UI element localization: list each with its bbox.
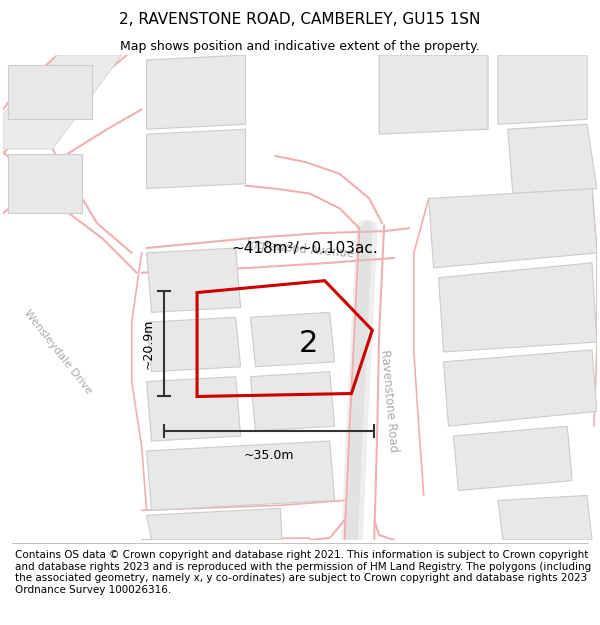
Polygon shape [498, 55, 587, 124]
Polygon shape [146, 248, 241, 312]
Text: Contains OS data © Crown copyright and database right 2021. This information is : Contains OS data © Crown copyright and d… [15, 550, 591, 595]
Polygon shape [3, 55, 122, 149]
Polygon shape [251, 372, 335, 431]
Text: 2, RAVENSTONE ROAD, CAMBERLEY, GU15 1SN: 2, RAVENSTONE ROAD, CAMBERLEY, GU15 1SN [119, 12, 481, 27]
Text: 2: 2 [299, 329, 318, 358]
Polygon shape [146, 129, 245, 189]
Polygon shape [454, 426, 572, 491]
Text: ~418m²/~0.103ac.: ~418m²/~0.103ac. [232, 241, 379, 256]
Polygon shape [146, 318, 241, 372]
Text: ~20.9m: ~20.9m [142, 318, 154, 369]
Text: Ravenstone Road: Ravenstone Road [378, 349, 400, 453]
Polygon shape [8, 154, 82, 213]
Text: Map shows position and indicative extent of the property.: Map shows position and indicative extent… [120, 39, 480, 52]
Polygon shape [443, 350, 597, 426]
Text: Wensleydale Drive: Wensleydale Drive [22, 308, 94, 396]
Polygon shape [439, 263, 597, 352]
Polygon shape [428, 189, 597, 268]
Polygon shape [379, 55, 488, 134]
Polygon shape [146, 55, 245, 129]
Text: Inglewood Avenue: Inglewood Avenue [246, 238, 354, 260]
Polygon shape [146, 508, 282, 540]
Polygon shape [251, 312, 335, 367]
Polygon shape [508, 124, 597, 194]
Polygon shape [498, 496, 592, 540]
Polygon shape [8, 65, 92, 119]
Polygon shape [146, 377, 241, 441]
Text: ~35.0m: ~35.0m [244, 449, 295, 462]
Polygon shape [146, 441, 335, 510]
